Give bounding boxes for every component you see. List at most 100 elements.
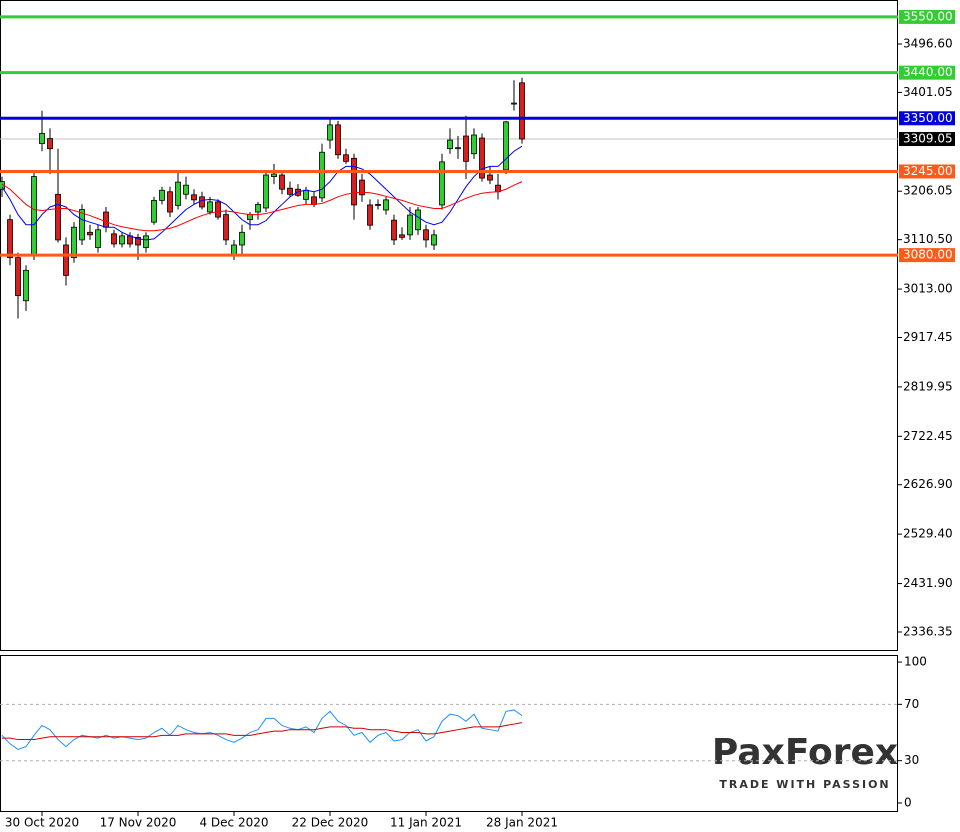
candle-body <box>247 214 253 221</box>
candle-body <box>15 257 21 297</box>
candle-body <box>79 209 85 241</box>
candle-body <box>111 233 117 245</box>
indicator-line <box>2 722 523 741</box>
candle-body <box>343 154 349 162</box>
candle-body <box>151 199 157 223</box>
candle-body <box>191 194 197 201</box>
candle-body <box>239 231 245 246</box>
candle-body <box>359 179 365 196</box>
candle-body <box>39 133 45 145</box>
level-label-box <box>899 164 955 179</box>
candle-body <box>119 235 125 245</box>
y-tick-label: 2626.90 <box>903 477 953 491</box>
candle-body <box>463 135 469 162</box>
candle-body <box>159 189 165 201</box>
candle-body <box>471 134 477 155</box>
candle-body <box>511 102 517 105</box>
candle-body <box>31 176 37 256</box>
level-label: 3440.00 <box>903 65 953 79</box>
candle-body <box>167 191 173 213</box>
level-label-box <box>899 65 955 80</box>
candle-body <box>415 209 421 231</box>
indicator-line <box>1 709 523 750</box>
candle-body <box>423 229 429 241</box>
candle-body <box>335 124 341 156</box>
candle-body <box>303 189 309 200</box>
y-tick-label: 0 <box>904 795 912 809</box>
level-label: 3245.00 <box>903 164 953 178</box>
candle-body <box>87 231 93 236</box>
y-tick-label: 2819.95 <box>903 379 953 393</box>
level-label-box <box>899 248 955 263</box>
candle-body <box>383 199 389 211</box>
y-tick-label: 100 <box>904 655 927 669</box>
candle-body <box>95 229 101 248</box>
candle-body <box>135 236 141 246</box>
candle-body <box>223 214 229 241</box>
moving-average <box>1 181 523 232</box>
candle-body <box>367 204 373 226</box>
y-tick-label: 2529.40 <box>903 527 953 541</box>
y-tick-label: 70 <box>904 697 919 711</box>
candle-body <box>271 173 277 177</box>
x-tick-label: 17 Nov 2020 <box>100 816 177 830</box>
candle-body <box>439 161 445 206</box>
y-tick-label: 3110.50 <box>903 232 953 246</box>
logo-name: PaxForex <box>712 732 898 773</box>
candle-body <box>127 235 133 245</box>
candle-body <box>351 157 357 206</box>
logo-tagline: TRADE WITH PASSION <box>719 778 890 791</box>
x-tick-label: 22 Dec 2020 <box>292 816 369 830</box>
y-tick-label: 3496.60 <box>903 36 953 50</box>
candle-body <box>207 201 213 213</box>
candle-body <box>143 235 149 248</box>
rsi-panel <box>0 655 898 812</box>
candle-body <box>71 226 77 259</box>
candle-body <box>279 174 285 190</box>
candle-body <box>399 234 405 238</box>
main-panel <box>0 0 898 651</box>
y-tick-label: 3401.05 <box>903 85 953 99</box>
x-tick-label: 30 Oct 2020 <box>5 816 79 830</box>
candle-body <box>503 121 509 171</box>
candle-body <box>479 137 485 179</box>
y-tick-label: 30 <box>904 753 919 767</box>
candle-body <box>447 139 453 150</box>
level-label: 3350.00 <box>903 111 953 125</box>
candle-body <box>231 244 237 256</box>
candle-body <box>183 184 189 195</box>
candle-body <box>407 214 413 236</box>
x-tick-label: 28 Jan 2021 <box>486 816 558 830</box>
candle-body <box>63 244 69 276</box>
y-tick-label: 2336.35 <box>903 624 953 638</box>
level-label-box <box>899 111 955 126</box>
candle-body <box>375 204 381 206</box>
candle-body <box>431 234 437 246</box>
candle-body <box>391 219 397 241</box>
x-tick-label: 11 Jan 2021 <box>390 816 462 830</box>
moving-average <box>1 145 523 241</box>
candle-body <box>311 196 317 205</box>
candle-body <box>255 204 261 213</box>
y-tick-label: 3013.00 <box>903 282 953 296</box>
level-label: 3550.00 <box>903 9 953 23</box>
candle-body <box>263 174 269 209</box>
candle-body <box>215 201 221 218</box>
y-tick-label: 2431.90 <box>903 576 953 590</box>
level-label-box <box>899 9 955 24</box>
y-tick-label: 2917.45 <box>903 330 953 344</box>
last-price-box <box>899 132 955 147</box>
candle-body <box>287 187 293 195</box>
candle-body <box>23 269 29 302</box>
candle-body <box>175 181 181 206</box>
candle-body <box>519 82 525 140</box>
level-label: 3080.00 <box>903 248 953 262</box>
candle-body <box>103 211 109 228</box>
candle-body <box>47 138 53 150</box>
last-price-label: 3309.05 <box>903 132 953 146</box>
candle-body <box>487 174 493 181</box>
candle-body <box>7 219 13 259</box>
y-tick-label: 2722.45 <box>903 429 953 443</box>
candle-body <box>319 151 325 199</box>
candle-body <box>55 193 61 241</box>
